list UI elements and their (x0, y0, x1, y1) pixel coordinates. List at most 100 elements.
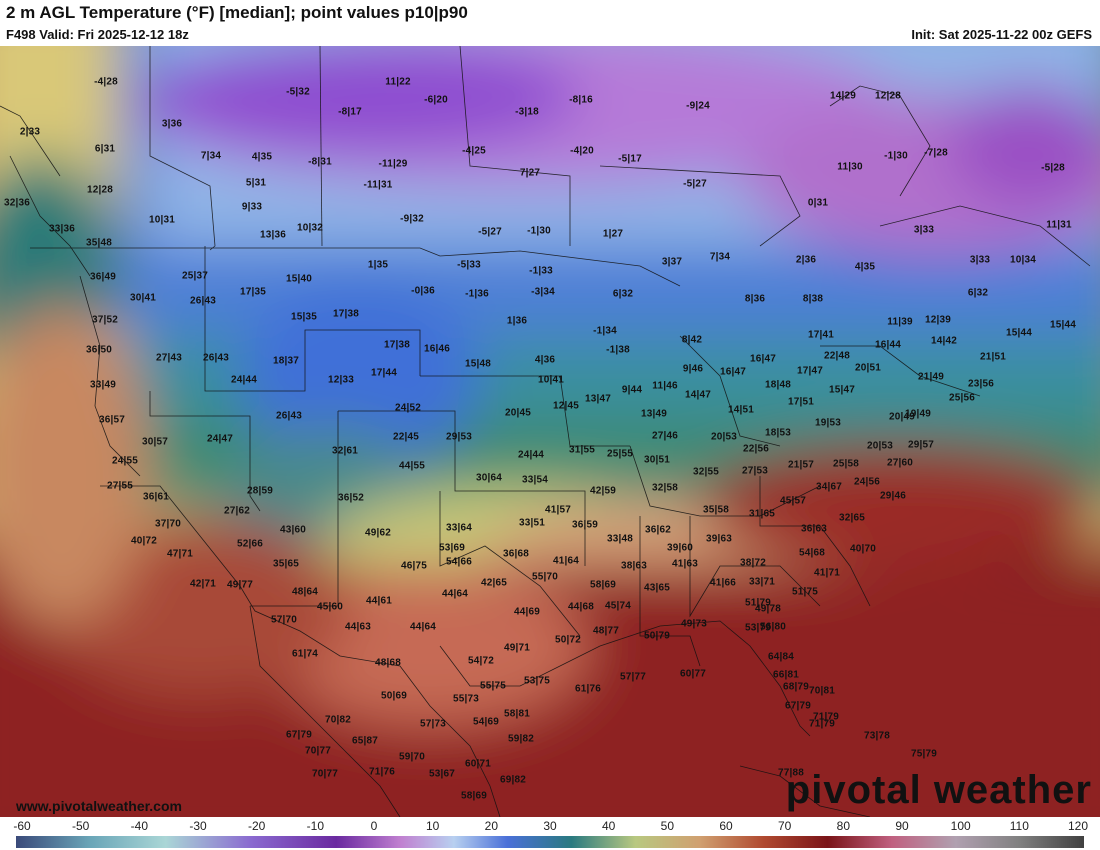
point-value: -8|31 (308, 156, 332, 168)
point-value: 1|27 (602, 228, 624, 240)
point-value: 12|28 (874, 90, 902, 102)
scale-tick-label: 60 (719, 819, 733, 833)
scale-tick-label: -60 (13, 819, 31, 833)
point-value: 33|49 (89, 379, 117, 391)
scale-tick-label: 10 (425, 819, 440, 833)
point-value: 14|51 (727, 404, 755, 416)
point-value: 16|44 (874, 339, 902, 351)
point-value: 25|56 (948, 392, 976, 404)
point-value: 31|65 (748, 508, 776, 520)
point-value: -1|33 (529, 265, 553, 277)
point-value: 11|30 (837, 161, 863, 173)
point-value: 44|63 (344, 621, 372, 633)
point-value: 34|67 (815, 481, 843, 493)
point-value: 45|60 (316, 601, 344, 613)
point-value: 41|57 (544, 504, 572, 516)
point-value: 25|55 (606, 448, 634, 460)
point-value: 42|59 (589, 485, 617, 497)
point-value: 14|42 (930, 335, 958, 347)
point-value: 48|64 (291, 586, 319, 598)
point-value: 32|55 (692, 466, 720, 478)
init-time: Init: Sat 2025-11-22 00z GEFS (911, 27, 1092, 42)
point-value: 17|38 (383, 339, 411, 351)
point-value: 6|32 (612, 288, 634, 300)
point-value: 24|44 (230, 374, 258, 386)
point-value: 53|67 (428, 768, 456, 780)
point-value: 22|48 (823, 350, 851, 362)
point-value: 58|69 (589, 579, 617, 591)
point-value: 37|70 (154, 518, 182, 530)
point-value: 29|53 (445, 431, 473, 443)
point-value: 24|55 (111, 455, 139, 467)
point-value: 55|75 (479, 680, 507, 692)
point-value: 71|79 (808, 718, 836, 730)
point-value: -9|24 (686, 100, 710, 112)
point-value: 32|58 (651, 482, 679, 494)
point-value: 35|48 (85, 237, 113, 249)
point-value: -11|31 (363, 179, 393, 191)
point-value: -5|28 (1041, 162, 1065, 174)
point-value: 43|65 (643, 582, 671, 594)
point-value: 47|71 (166, 548, 194, 560)
map-title: 2 m AGL Temperature (°F) [median]; point… (6, 3, 468, 22)
scale-tick-label: -20 (247, 819, 266, 833)
point-value: 11|22 (385, 76, 411, 88)
point-value: 42|71 (189, 578, 217, 590)
point-value: 41|63 (671, 558, 699, 570)
temperature-map[interactable]: -4|28 -5|32 11|22 -6|20 -8|17 -3|18 -8|16 -9|24… (0, 46, 1100, 817)
point-value: 2|36 (795, 254, 817, 266)
point-value: 5|31 (245, 177, 267, 189)
point-value: -4|20 (570, 145, 594, 157)
point-value: 25|37 (181, 270, 209, 282)
point-value: 25|58 (832, 458, 860, 470)
website-watermark: www.pivotalweather.com (16, 798, 182, 814)
scale-tick-label: 20 (484, 819, 499, 833)
point-value: 70|81 (808, 685, 836, 697)
point-value: 40|70 (849, 543, 877, 555)
point-value: 20|53 (866, 440, 894, 452)
scale-tick-label: -30 (189, 819, 207, 833)
point-value: 3|37 (661, 256, 683, 268)
point-value: 45|74 (604, 600, 632, 612)
point-value: 22|45 (392, 431, 420, 443)
point-value: -3|18 (515, 106, 539, 118)
point-value: -7|28 (924, 147, 948, 159)
point-value: 15|44 (1005, 327, 1033, 339)
point-value: 20|51 (854, 362, 882, 374)
point-value: -3|34 (531, 286, 555, 298)
point-value: 17|44 (370, 367, 398, 379)
point-value: 36|68 (502, 548, 530, 560)
point-value: 60|77 (679, 668, 707, 680)
point-value: 11|46 (652, 380, 678, 392)
point-value: 24|56 (853, 476, 881, 488)
scale-tick-label: 30 (543, 819, 557, 833)
point-value: 15|40 (285, 273, 313, 285)
point-value: 17|38 (332, 308, 360, 320)
point-value: 1|35 (367, 259, 389, 271)
point-value: 42|65 (480, 577, 508, 589)
point-value: 69|82 (499, 774, 527, 786)
point-value: 50|72 (554, 634, 582, 646)
point-value: 27|60 (886, 457, 914, 469)
point-value: 36|52 (337, 492, 365, 504)
point-value: 30|64 (475, 472, 503, 484)
point-value: 65|87 (351, 735, 379, 747)
point-value: 38|63 (620, 560, 648, 572)
point-value: -5|27 (683, 178, 707, 190)
point-value: 21|57 (787, 459, 815, 471)
point-value: 59|82 (507, 733, 535, 745)
point-value: 3|33 (913, 224, 935, 236)
point-value: 52|66 (236, 538, 264, 550)
point-value: 26|43 (275, 410, 303, 422)
scale-tick-label: 40 (601, 819, 616, 833)
point-value: 51|75 (791, 586, 819, 598)
point-value: 32|65 (838, 512, 866, 524)
point-value: 30|57 (141, 436, 169, 448)
point-value: 66|81 (772, 669, 800, 681)
point-value: 11|39 (887, 316, 913, 328)
point-value: 50|69 (380, 690, 408, 702)
point-value: 12|33 (327, 374, 355, 386)
point-value: -8|16 (569, 94, 593, 106)
point-value: 60|71 (464, 758, 492, 770)
point-value: 10|41 (537, 374, 565, 386)
